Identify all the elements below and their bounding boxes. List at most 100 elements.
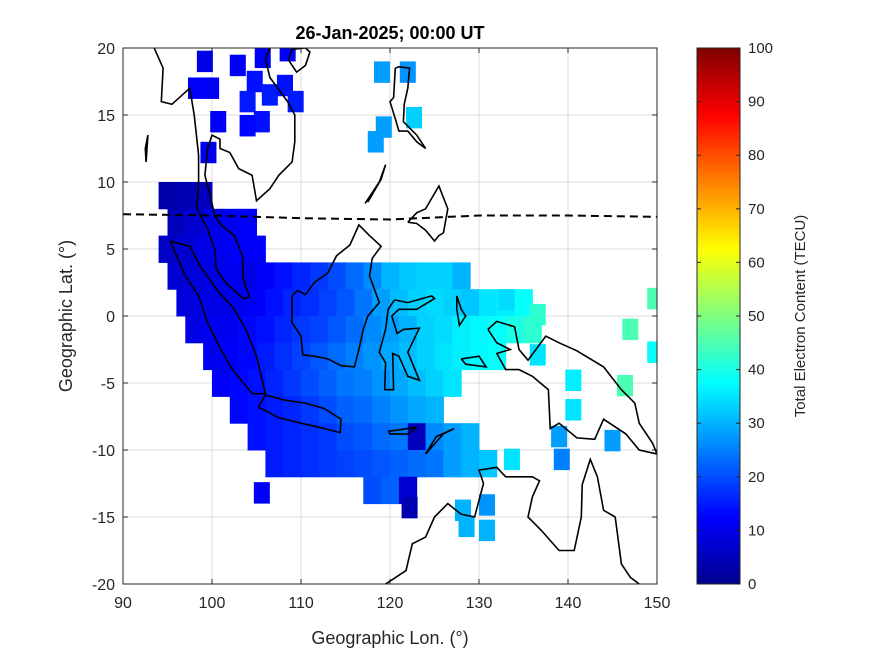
- colorbar-tick-label: 80: [748, 147, 765, 164]
- tec-cell: [158, 235, 177, 263]
- tec-cell: [425, 396, 444, 424]
- tec-cell: [318, 369, 338, 397]
- colorbar-tick-label: 90: [748, 94, 765, 111]
- x-tick-label: 120: [377, 595, 404, 612]
- tec-cell: [239, 115, 256, 137]
- y-tick-label: 20: [97, 41, 115, 58]
- tec-cell: [565, 399, 582, 421]
- tec-cell: [398, 342, 418, 371]
- tec-cell: [301, 450, 320, 478]
- tec-cell: [647, 341, 657, 363]
- tec-cell: [487, 316, 507, 344]
- tec-cell: [283, 450, 302, 478]
- tec-cell: [220, 316, 240, 344]
- tec-cell: [327, 316, 346, 344]
- tec-cell: [176, 182, 195, 210]
- tec-cell: [345, 262, 364, 290]
- tec-cell: [401, 496, 418, 519]
- colorbar-tick-label: 20: [748, 469, 765, 486]
- tec-cell: [301, 289, 320, 317]
- tec-cell: [398, 262, 418, 290]
- tec-cell: [354, 450, 373, 478]
- tec-cell: [390, 369, 409, 397]
- coastlines: [144, 48, 657, 584]
- tec-cell: [367, 131, 384, 153]
- x-tick-label: 90: [114, 595, 132, 612]
- tec-cell: [529, 303, 546, 326]
- tec-cell: [187, 77, 204, 99]
- tec-cell: [274, 342, 293, 371]
- tec-cell: [470, 316, 489, 344]
- tec-cell: [167, 262, 186, 290]
- coastline: [257, 394, 342, 434]
- y-tick-label: 0: [106, 309, 115, 326]
- tec-cell: [416, 342, 435, 371]
- tec-cell: [253, 482, 270, 504]
- tec-cell: [274, 262, 293, 290]
- colorbar-label: Total Electron Content (TECU): [792, 215, 809, 418]
- tec-cell: [265, 289, 284, 317]
- tec-cell: [336, 450, 355, 478]
- y-axis-label: Geographic Lat. (°): [56, 240, 76, 392]
- tec-cell: [203, 262, 222, 290]
- tec-cell: [238, 316, 257, 344]
- coastline: [144, 134, 149, 162]
- coastline: [487, 320, 657, 455]
- tec-cell: [185, 316, 204, 344]
- tec-cell: [425, 450, 444, 478]
- tec-cell: [318, 450, 338, 478]
- tec-cell: [406, 106, 423, 129]
- tec-cell: [327, 342, 346, 371]
- tec-cell: [229, 289, 249, 317]
- colorbar-tick-label: 60: [748, 254, 765, 271]
- tec-cell: [354, 369, 373, 397]
- axes-box: [122, 47, 658, 585]
- tec-cell: [194, 235, 213, 263]
- tec-cell: [434, 342, 453, 371]
- coastline: [387, 426, 418, 435]
- tec-cell: [529, 344, 546, 366]
- tec-cell: [256, 342, 275, 371]
- y-tick-label: 5: [106, 242, 115, 259]
- tec-cell: [167, 208, 186, 237]
- tec-cell: [390, 396, 409, 424]
- tec-cell: [256, 316, 275, 344]
- y-tick-label: -5: [101, 376, 115, 393]
- x-tick-label: 130: [466, 595, 493, 612]
- y-tick-label: -15: [92, 510, 115, 527]
- tec-cell: [345, 316, 364, 344]
- tec-cell: [354, 289, 373, 317]
- tec-cell: [354, 423, 373, 451]
- tec-cell: [407, 450, 427, 478]
- tec-cell: [256, 262, 275, 290]
- tec-cell: [229, 396, 249, 424]
- magnetic-equator-line: [122, 213, 658, 221]
- coastline: [169, 240, 267, 395]
- tec-cell: [498, 289, 515, 311]
- tec-cell: [363, 342, 382, 371]
- colorbar-tick-label: 50: [748, 308, 765, 325]
- coastline: [291, 223, 383, 368]
- tec-cell: [503, 448, 520, 471]
- tec-cell: [363, 476, 382, 505]
- tec-cell: [238, 342, 257, 371]
- tec-cell: [461, 289, 480, 317]
- tec-cell: [336, 396, 355, 424]
- tec-cell: [210, 110, 227, 133]
- tec-cell: [292, 316, 311, 344]
- tec-cell: [261, 84, 278, 106]
- tec-cell: [407, 396, 427, 424]
- tec-cell: [265, 450, 284, 478]
- tec-cell: [390, 450, 409, 478]
- tec-cell: [452, 316, 471, 344]
- tec-cell: [247, 289, 266, 317]
- tec-cell: [553, 448, 570, 471]
- colorbar-tick-label: 0: [748, 576, 756, 593]
- x-tick-labels: 90 100 110 120 130 140 150: [114, 595, 670, 612]
- colorbar-tick-label: 100: [748, 40, 773, 57]
- tec-cell: [196, 50, 213, 73]
- tec-cell: [292, 262, 311, 290]
- tec-cell: [176, 289, 195, 317]
- colorbar-tick-label: 10: [748, 522, 765, 539]
- tec-cell: [301, 423, 320, 451]
